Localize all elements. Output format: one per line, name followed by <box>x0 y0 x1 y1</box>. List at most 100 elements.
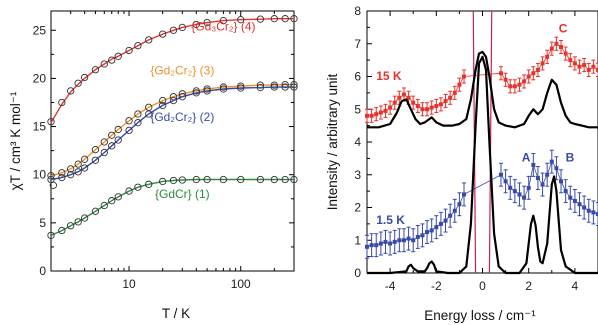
left-data-point-2 <box>134 119 142 127</box>
right-y-tick-label: 8 <box>354 4 361 18</box>
left-data-point-1 <box>67 165 75 173</box>
left-data-point-3 <box>80 214 89 222</box>
right-y-tick-label: 7 <box>354 37 361 51</box>
left-data-point-0 <box>237 16 245 24</box>
left-data-point-1 <box>237 82 245 90</box>
right-data-point-0 <box>503 77 508 82</box>
left-x-tick-label: 10 <box>122 277 136 291</box>
left-data-point-0 <box>80 73 89 82</box>
left-data-point-1 <box>91 146 100 154</box>
left-data-point-2 <box>237 84 245 92</box>
left-data-point-1 <box>74 160 82 168</box>
right-data-point-0 <box>434 103 439 108</box>
right-data-point-0 <box>498 71 503 76</box>
left-data-point-0 <box>100 60 108 68</box>
right-data-line-0 <box>367 43 598 117</box>
right-data-line-2 <box>366 160 598 248</box>
right-data-point-0 <box>512 84 517 89</box>
left-data-point-1 <box>134 110 142 118</box>
right-data-point-0 <box>443 99 448 104</box>
left-data-point-1 <box>219 83 228 91</box>
left-data-point-3 <box>256 175 265 184</box>
left-data-point-0 <box>47 118 55 126</box>
right-annotation-1: 1.5 K <box>376 213 405 227</box>
left-y-tick-label: 0 <box>39 264 46 278</box>
left-data-point-0 <box>281 15 289 23</box>
right-data-point-2 <box>577 202 582 207</box>
right-data-point-2 <box>535 176 540 181</box>
right-y-tick-label: 1 <box>354 233 361 247</box>
right-y-tick-label: 2 <box>354 201 361 215</box>
left-data-point-0 <box>108 56 116 64</box>
left-x-tick-label: 100 <box>231 277 251 291</box>
left-data-point-3 <box>281 175 289 184</box>
right-y-tick-label: 3 <box>354 168 361 182</box>
right-data-point-0 <box>563 51 568 56</box>
right-data-point-0 <box>568 58 573 63</box>
right-data-point-0 <box>462 74 467 79</box>
left-y-tick-label: 25 <box>33 23 47 37</box>
right-data-point-0 <box>535 67 540 72</box>
right-data-point-2 <box>568 195 573 200</box>
left-data-point-0 <box>290 15 298 23</box>
left-data-point-2 <box>58 173 66 182</box>
left-data-point-0 <box>256 15 265 23</box>
left-series: {Gd₃Cr₂} (4) {Gd₂Cr₂} (3) {Gd₂Cr₂} (2) {GdC… <box>47 15 298 240</box>
right-data-point-0 <box>577 64 582 69</box>
left-data-point-0 <box>159 30 167 38</box>
left-data-point-2 <box>91 156 100 164</box>
left-data-point-0 <box>58 98 66 107</box>
right-data-point-2 <box>517 192 522 197</box>
right-data-point-0 <box>549 46 554 51</box>
right-annotation-0: 15 K <box>376 69 402 83</box>
left-data-point-3 <box>58 226 66 235</box>
right-data-point-0 <box>369 113 374 118</box>
right-data-point-0 <box>378 110 383 115</box>
right-data-point-0 <box>572 61 577 66</box>
left-data-point-2 <box>67 171 75 179</box>
right-data-point-2 <box>429 228 434 233</box>
left-y-tick-label: 20 <box>33 71 47 85</box>
left-data-point-1 <box>125 117 133 125</box>
left-data-point-0 <box>219 16 228 25</box>
right-data-point-2 <box>559 179 564 184</box>
left-y-axis-label: χT / cm³ K mol⁻¹ <box>8 91 23 190</box>
right-data-point-0 <box>540 61 545 66</box>
left-series-label-1: {Gd₂Cr₂} (3) <box>150 64 214 78</box>
left-chart: 0 5 10 15 20 25 10 100 {Gd₃Cr₂} (4) {Gd₂Cr₂} (3)… <box>8 10 298 321</box>
left-data-point-1 <box>256 81 265 89</box>
right-data-point-0 <box>388 105 393 110</box>
left-data-point-2 <box>219 85 228 93</box>
right-data-point-0 <box>429 105 434 110</box>
left-data-point-1 <box>80 155 89 163</box>
right-data-point-0 <box>392 100 397 105</box>
right-data-point-0 <box>401 92 406 97</box>
left-data-point-3 <box>91 207 100 215</box>
right-x-tick-label: -4 <box>385 279 396 293</box>
left-y-tick-label: 5 <box>39 216 46 230</box>
left-data-point-0 <box>169 26 178 34</box>
right-data-point-2 <box>443 218 448 223</box>
left-y-tick-label: 15 <box>33 120 47 134</box>
left-data-point-2 <box>270 83 278 91</box>
right-data-point-2 <box>411 238 416 243</box>
left-fit-line-2 <box>50 86 294 181</box>
left-data-point-3 <box>219 175 228 184</box>
left-data-point-2 <box>114 136 122 144</box>
left-data-point-2 <box>80 164 89 172</box>
left-data-point-2 <box>203 87 211 95</box>
left-data-point-1 <box>108 131 116 139</box>
left-data-point-0 <box>134 42 142 50</box>
left-data-point-3 <box>192 175 200 184</box>
right-fit-curve-3 <box>367 55 598 275</box>
left-data-point-0 <box>192 20 200 29</box>
right-data-point-0 <box>425 107 430 112</box>
left-x-axis-label: T / K <box>162 306 190 321</box>
left-data-point-3 <box>290 175 298 184</box>
left-data-point-3 <box>178 176 186 184</box>
left-data-point-2 <box>192 89 200 97</box>
right-data-point-2 <box>388 241 393 246</box>
left-data-point-1 <box>159 96 167 105</box>
right-data-point-2 <box>401 238 406 243</box>
left-data-point-3 <box>67 222 75 230</box>
